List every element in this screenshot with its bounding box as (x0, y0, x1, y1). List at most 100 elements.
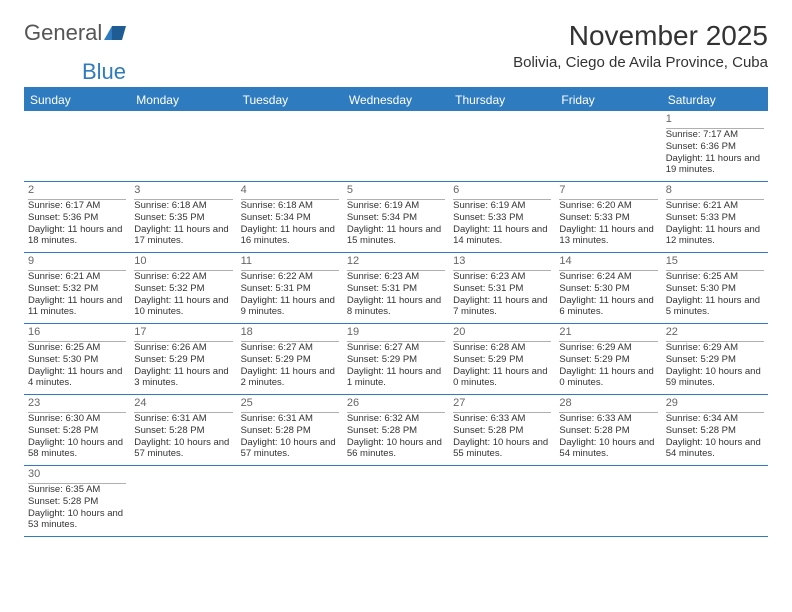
calendar-cell: 27Sunrise: 6:33 AMSunset: 5:28 PMDayligh… (449, 395, 555, 465)
sunrise-text: Sunrise: 6:32 AM (347, 413, 445, 425)
sunrise-text: Sunrise: 6:31 AM (134, 413, 232, 425)
sunset-text: Sunset: 5:29 PM (453, 354, 551, 366)
calendar-cell: 22Sunrise: 6:29 AMSunset: 5:29 PMDayligh… (662, 324, 768, 394)
daylight-text: Daylight: 11 hours and 9 minutes. (241, 295, 339, 319)
calendar-cell: 26 Sunrise: 6:32 AMSunset: 5:28 PMDayligh… (343, 395, 449, 465)
daylight-text: Daylight: 11 hours and 19 minutes. (666, 153, 764, 177)
day-number: 5 (347, 184, 445, 198)
day-number: 7 (559, 184, 657, 198)
sunrise-text: Sunrise: 6:18 AM (134, 200, 232, 212)
calendar-cell: 23Sunrise: 6:30 AMSunset: 5:28 PMDayligh… (24, 395, 130, 465)
sunset-text: Sunset: 5:28 PM (559, 425, 657, 437)
calendar-row: 30Sunrise: 6:35 AMSunset: 5:28 PMDayligh… (24, 465, 768, 536)
day-number: 18 (241, 326, 339, 340)
sunset-text: Sunset: 5:28 PM (28, 496, 126, 508)
sunset-text: Sunset: 5:31 PM (347, 283, 445, 295)
calendar-cell (343, 466, 449, 536)
calendar-cell: 20Sunrise: 6:28 AMSunset: 5:29 PMDayligh… (449, 324, 555, 394)
day-number: 17 (134, 326, 232, 340)
logo: General (24, 20, 128, 46)
calendar-cell: 11 Sunrise: 6:22 AMSunset: 5:31 PMDayligh… (237, 253, 343, 323)
sunrise-text: Sunrise: 6:22 AM (241, 271, 339, 283)
calendar-cell: 25Sunrise: 6:31 AMSunset: 5:28 PMDayligh… (237, 395, 343, 465)
day-number: 2 (28, 184, 126, 198)
calendar-row: 9Sunrise: 6:21 AMSunset: 5:32 PMDaylight… (24, 252, 768, 323)
sunset-text: Sunset: 5:34 PM (347, 212, 445, 224)
sunset-text: Sunset: 5:29 PM (666, 354, 764, 366)
sunrise-text: Sunrise: 6:19 AM (453, 200, 551, 212)
calendar-cell (662, 466, 768, 536)
day-number: 30 (28, 468, 126, 482)
daylight-text: Daylight: 10 hours and 57 minutes. (241, 437, 339, 461)
daylight-text: Daylight: 11 hours and 5 minutes. (666, 295, 764, 319)
daylight-text: Daylight: 10 hours and 56 minutes. (347, 437, 445, 461)
sunset-text: Sunset: 5:31 PM (453, 283, 551, 295)
day-number: 1 (666, 113, 764, 127)
sunset-text: Sunset: 5:30 PM (559, 283, 657, 295)
sunrise-text: Sunrise: 6:33 AM (559, 413, 657, 425)
calendar-row: 16Sunrise: 6:25 AMSunset: 5:30 PMDayligh… (24, 323, 768, 394)
daylight-text: Daylight: 11 hours and 18 minutes. (28, 224, 126, 248)
sunrise-text: Sunrise: 6:24 AM (559, 271, 657, 283)
calendar-row: 23Sunrise: 6:30 AMSunset: 5:28 PMDayligh… (24, 394, 768, 465)
day-number: 25 (241, 397, 339, 411)
calendar-cell: 17Sunrise: 6:26 AMSunset: 5:29 PMDayligh… (130, 324, 236, 394)
sunset-text: Sunset: 5:34 PM (241, 212, 339, 224)
sunset-text: Sunset: 5:29 PM (241, 354, 339, 366)
day-number: 26 (347, 397, 445, 411)
daylight-text: Daylight: 11 hours and 11 minutes. (28, 295, 126, 319)
daylight-text: Daylight: 10 hours and 59 minutes. (666, 366, 764, 390)
sunset-text: Sunset: 6:36 PM (666, 141, 764, 153)
daylight-text: Daylight: 10 hours and 55 minutes. (453, 437, 551, 461)
calendar-cell: 29Sunrise: 6:34 AMSunset: 5:28 PMDayligh… (662, 395, 768, 465)
sunset-text: Sunset: 5:28 PM (453, 425, 551, 437)
sunrise-text: Sunrise: 6:21 AM (666, 200, 764, 212)
sunset-text: Sunset: 5:29 PM (347, 354, 445, 366)
sunset-text: Sunset: 5:29 PM (559, 354, 657, 366)
daylight-text: Daylight: 11 hours and 16 minutes. (241, 224, 339, 248)
sunset-text: Sunset: 5:33 PM (559, 212, 657, 224)
weekday-tuesday: Tuesday (237, 89, 343, 111)
month-title: November 2025 (513, 20, 768, 52)
logo-text-general: General (24, 20, 102, 46)
day-number: 15 (666, 255, 764, 269)
sunset-text: Sunset: 5:36 PM (28, 212, 126, 224)
sunset-text: Sunset: 5:28 PM (347, 425, 445, 437)
sunrise-text: Sunrise: 6:27 AM (241, 342, 339, 354)
daylight-text: Daylight: 10 hours and 57 minutes. (134, 437, 232, 461)
calendar-cell: 9Sunrise: 6:21 AMSunset: 5:32 PMDaylight… (24, 253, 130, 323)
sunrise-text: Sunrise: 6:25 AM (28, 342, 126, 354)
day-number: 10 (134, 255, 232, 269)
weekday-thursday: Thursday (449, 89, 555, 111)
weekday-wednesday: Wednesday (343, 89, 449, 111)
calendar-cell: 6Sunrise: 6:19 AMSunset: 5:33 PMDaylight… (449, 182, 555, 252)
day-number: 3 (134, 184, 232, 198)
day-number: 27 (453, 397, 551, 411)
sunset-text: Sunset: 5:33 PM (453, 212, 551, 224)
sunrise-text: Sunrise: 6:31 AM (241, 413, 339, 425)
calendar-cell: 21Sunrise: 6:29 AMSunset: 5:29 PMDayligh… (555, 324, 661, 394)
daylight-text: Daylight: 11 hours and 0 minutes. (559, 366, 657, 390)
daylight-text: Daylight: 11 hours and 13 minutes. (559, 224, 657, 248)
calendar-cell: 2Sunrise: 6:17 AMSunset: 5:36 PMDaylight… (24, 182, 130, 252)
calendar-cell: 19Sunrise: 6:27 AMSunset: 5:29 PMDayligh… (343, 324, 449, 394)
daylight-text: Daylight: 11 hours and 7 minutes. (453, 295, 551, 319)
sunset-text: Sunset: 5:28 PM (666, 425, 764, 437)
daylight-text: Daylight: 11 hours and 6 minutes. (559, 295, 657, 319)
calendar-cell: 12Sunrise: 6:23 AMSunset: 5:31 PMDayligh… (343, 253, 449, 323)
day-number: 11 (241, 255, 339, 269)
day-number: 13 (453, 255, 551, 269)
weekday-saturday: Saturday (662, 89, 768, 111)
daylight-text: Daylight: 10 hours and 54 minutes. (666, 437, 764, 461)
day-number: 20 (453, 326, 551, 340)
calendar-row: 2Sunrise: 6:17 AMSunset: 5:36 PMDaylight… (24, 181, 768, 252)
calendar-cell: 8Sunrise: 6:21 AMSunset: 5:33 PMDaylight… (662, 182, 768, 252)
sunset-text: Sunset: 5:31 PM (241, 283, 339, 295)
calendar-cell: 7Sunrise: 6:20 AMSunset: 5:33 PMDaylight… (555, 182, 661, 252)
sunrise-text: Sunrise: 6:21 AM (28, 271, 126, 283)
calendar-cell: 16Sunrise: 6:25 AMSunset: 5:30 PMDayligh… (24, 324, 130, 394)
calendar-cell (130, 111, 236, 181)
day-number: 28 (559, 397, 657, 411)
calendar-row: 1Sunrise: 7:17 AMSunset: 6:36 PMDaylight… (24, 111, 768, 181)
calendar-cell: 24Sunrise: 6:31 AMSunset: 5:28 PMDayligh… (130, 395, 236, 465)
